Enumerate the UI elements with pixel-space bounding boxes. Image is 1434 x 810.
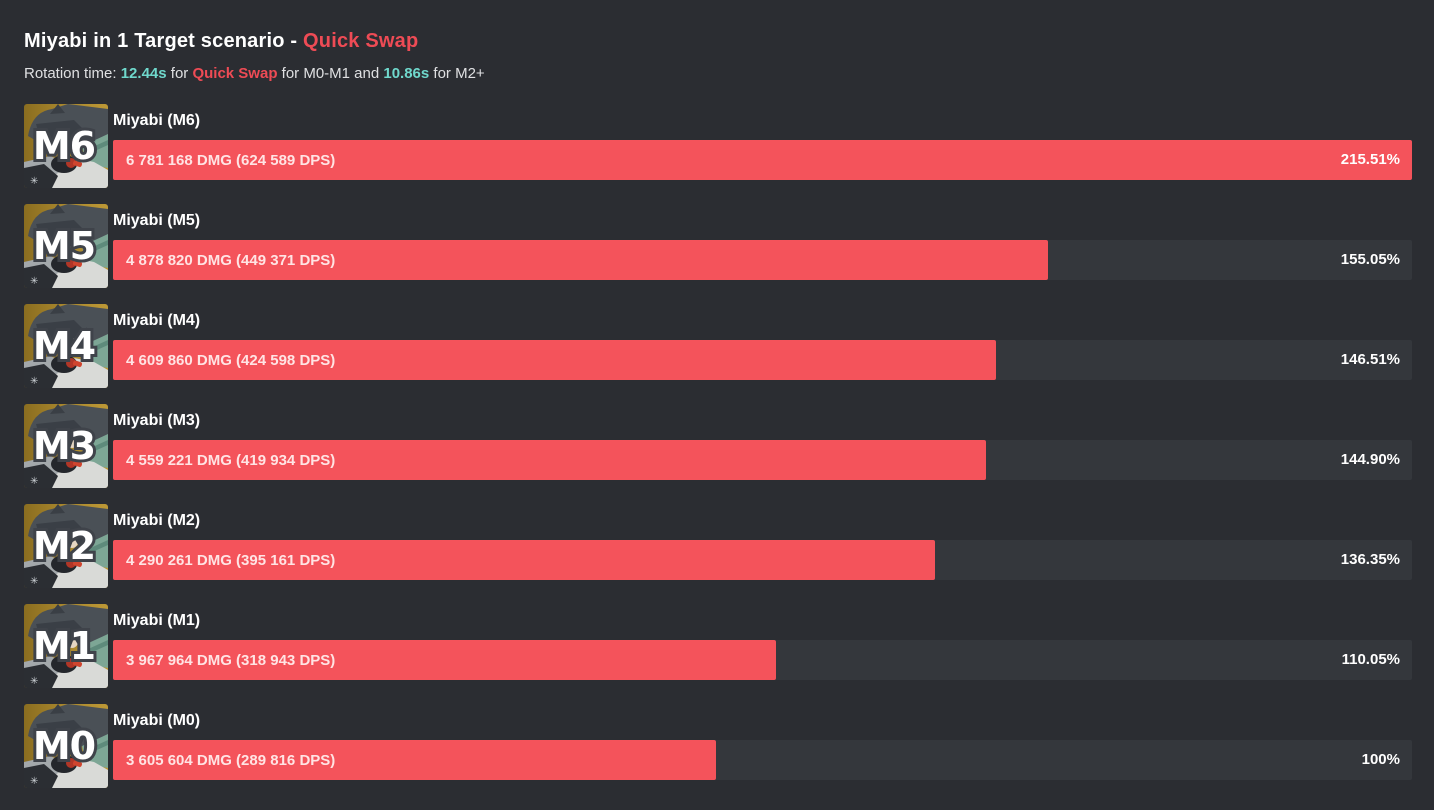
dmg-dps-label: 4 290 261 DMG (395 161 DPS) — [126, 551, 336, 569]
rotation-mid1: for — [166, 65, 193, 82]
mindscape-badge: M2 — [33, 524, 95, 568]
svg-text:✳: ✳ — [30, 576, 38, 587]
bar-fill: 6 781 168 DMG (624 589 DPS) — [113, 140, 1412, 180]
bar-track: 3 967 964 DMG (318 943 DPS) 110.05% — [113, 640, 1412, 680]
rotation-time-m2-plus: 10.86s — [383, 65, 430, 82]
rotation-mid2: for M0-M1 and — [277, 65, 384, 82]
dmg-dps-label: 6 781 168 DMG (624 589 DPS) — [126, 151, 336, 169]
mindscape-badge: M6 — [33, 124, 95, 168]
bar-fill: 4 290 261 DMG (395 161 DPS) — [113, 540, 935, 580]
row-content: Miyabi (M2) 4 290 261 DMG (395 161 DPS) … — [113, 504, 1412, 588]
row-content: Miyabi (M3) 4 559 221 DMG (419 934 DPS) … — [113, 404, 1412, 488]
bar-fill: 4 559 221 DMG (419 934 DPS) — [113, 440, 987, 480]
character-row: ✳ M4 Miyabi (M4) 4 609 860 DMG (424 598 … — [24, 304, 1412, 388]
percent-label: 100% — [1361, 751, 1400, 768]
dmg-dps-label: 4 878 820 DMG (449 371 DPS) — [126, 251, 336, 269]
character-name: Miyabi (M2) — [113, 512, 201, 529]
page-title: Miyabi in 1 Target scenario - Quick Swap — [24, 29, 1412, 53]
character-avatar: ✳ M2 — [24, 504, 108, 588]
miyabi-portrait-icon: ✳ M1 — [24, 604, 108, 688]
character-avatar: ✳ M4 — [24, 304, 108, 388]
bar-fill: 4 878 820 DMG (449 371 DPS) — [113, 240, 1048, 280]
character-name: Miyabi (M6) — [113, 112, 201, 129]
mindscape-badge: M4 — [33, 324, 95, 368]
percent-label: 110.05% — [1341, 651, 1400, 668]
percent-label: 136.35% — [1340, 551, 1400, 568]
character-row: ✳ M0 Miyabi (M0) 3 605 604 DMG (289 816 … — [24, 704, 1412, 788]
bar-track: 4 878 820 DMG (449 371 DPS) 155.05% — [113, 240, 1412, 280]
mindscape-badge: M1 — [33, 624, 95, 668]
title-main: Miyabi in 1 Target scenario - — [24, 30, 304, 52]
svg-text:✳: ✳ — [30, 676, 38, 687]
dmg-dps-label: 3 967 964 DMG (318 943 DPS) — [126, 651, 336, 669]
character-name: Miyabi (M4) — [113, 312, 201, 329]
character-avatar: ✳ M3 — [24, 404, 108, 488]
bar-track: 4 609 860 DMG (424 598 DPS) 146.51% — [113, 340, 1412, 380]
character-name: Miyabi (M3) — [113, 412, 201, 429]
percent-label: 146.51% — [1340, 351, 1400, 368]
bar-track: 6 781 168 DMG (624 589 DPS) 215.51% — [113, 140, 1412, 180]
character-name: Miyabi (M1) — [113, 612, 201, 629]
character-row: ✳ M1 Miyabi (M1) 3 967 964 DMG (318 943 … — [24, 604, 1412, 688]
miyabi-portrait-icon: ✳ M6 — [24, 104, 108, 188]
character-name: Miyabi (M0) — [113, 712, 201, 729]
character-row: ✳ M2 Miyabi (M2) 4 290 261 DMG (395 161 … — [24, 504, 1412, 588]
bar-track: 4 290 261 DMG (395 161 DPS) 136.35% — [113, 540, 1412, 580]
character-row: ✳ M6 Miyabi (M6) 6 781 168 DMG (624 589 … — [24, 104, 1412, 188]
bar-track: 3 605 604 DMG (289 816 DPS) 100% — [113, 740, 1412, 780]
rotation-time-quick-swap: 12.44s — [120, 65, 167, 82]
rotation-suffix: for M2+ — [429, 65, 485, 82]
character-name: Miyabi (M5) — [113, 212, 201, 229]
row-content: Miyabi (M5) 4 878 820 DMG (449 371 DPS) … — [113, 204, 1412, 288]
svg-text:✳: ✳ — [30, 176, 38, 187]
percent-label: 215.51% — [1340, 151, 1400, 168]
character-row: ✳ M3 Miyabi (M3) 4 559 221 DMG (419 934 … — [24, 404, 1412, 488]
svg-text:✳: ✳ — [30, 476, 38, 487]
miyabi-portrait-icon: ✳ M2 — [24, 504, 108, 588]
miyabi-portrait-icon: ✳ M3 — [24, 404, 108, 488]
svg-text:✳: ✳ — [30, 776, 38, 787]
bar-fill: 4 609 860 DMG (424 598 DPS) — [113, 340, 997, 380]
mindscape-badge: M3 — [33, 424, 95, 468]
miyabi-portrait-icon: ✳ M0 — [24, 704, 108, 788]
character-avatar: ✳ M5 — [24, 204, 108, 288]
character-avatar: ✳ M0 — [24, 704, 108, 788]
character-avatar: ✳ M1 — [24, 604, 108, 688]
dmg-dps-label: 4 609 860 DMG (424 598 DPS) — [126, 351, 336, 369]
row-content: Miyabi (M1) 3 967 964 DMG (318 943 DPS) … — [113, 604, 1412, 688]
title-mode: Quick Swap — [303, 30, 419, 52]
row-content: Miyabi (M4) 4 609 860 DMG (424 598 DPS) … — [113, 304, 1412, 388]
mindscape-badge: M0 — [33, 724, 95, 768]
rotation-time-line: Rotation time: 12.44s for Quick Swap for… — [24, 64, 1412, 84]
percent-label: 144.90% — [1340, 451, 1400, 468]
dmg-dps-label: 3 605 604 DMG (289 816 DPS) — [126, 751, 336, 769]
dmg-dps-label: 4 559 221 DMG (419 934 DPS) — [126, 451, 336, 469]
character-avatar: ✳ M6 — [24, 104, 108, 188]
row-content: Miyabi (M0) 3 605 604 DMG (289 816 DPS) … — [113, 704, 1412, 788]
svg-text:✳: ✳ — [30, 376, 38, 387]
bar-fill: 3 967 964 DMG (318 943 DPS) — [113, 640, 777, 680]
character-row: ✳ M5 Miyabi (M5) 4 878 820 DMG (449 371 … — [24, 204, 1412, 288]
row-content: Miyabi (M6) 6 781 168 DMG (624 589 DPS) … — [113, 104, 1412, 188]
miyabi-portrait-icon: ✳ M5 — [24, 204, 108, 288]
bar-fill: 3 605 604 DMG (289 816 DPS) — [113, 740, 716, 780]
miyabi-portrait-icon: ✳ M4 — [24, 304, 108, 388]
rotation-mode: Quick Swap — [192, 65, 278, 82]
svg-text:✳: ✳ — [30, 276, 38, 287]
percent-label: 155.05% — [1340, 251, 1400, 268]
rotation-prefix: Rotation time: — [24, 65, 121, 82]
dps-bar-list: ✳ M6 Miyabi (M6) 6 781 168 DMG (624 589 … — [24, 104, 1412, 788]
bar-track: 4 559 221 DMG (419 934 DPS) 144.90% — [113, 440, 1412, 480]
mindscape-badge: M5 — [33, 224, 95, 268]
